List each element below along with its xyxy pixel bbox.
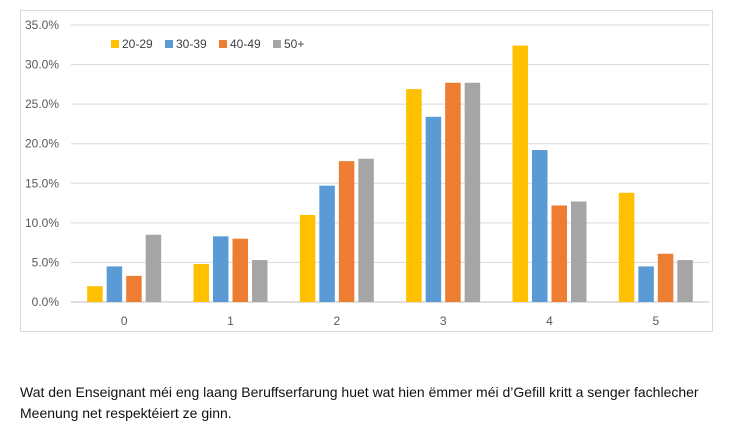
bar (299, 214, 316, 302)
legend-swatch (111, 40, 119, 48)
y-tick-label: 35.0% (25, 18, 59, 32)
bar (532, 150, 548, 302)
bar (618, 192, 635, 302)
x-tick-label: 2 (333, 314, 340, 328)
y-tick-label: 25.0% (25, 97, 59, 111)
legend-label: 50+ (284, 37, 304, 51)
bar (252, 260, 268, 302)
bar (87, 286, 103, 302)
x-tick-label: 0 (121, 314, 128, 328)
y-tick-label: 15.0% (25, 176, 59, 190)
legend-swatch (165, 40, 173, 48)
y-tick-label: 0.0% (32, 295, 60, 309)
legend-label: 20-29 (122, 37, 153, 51)
legend-label: 30-39 (176, 37, 207, 51)
bar (232, 238, 248, 302)
chart-caption: Wat den Enseignant méi eng laang Beruffs… (20, 384, 699, 421)
bar (464, 82, 481, 302)
bar (571, 201, 587, 302)
legend-swatch (273, 40, 281, 48)
bar (145, 234, 162, 302)
x-tick-label: 3 (440, 314, 447, 328)
y-tick-label: 10.0% (25, 216, 59, 230)
bar (657, 253, 674, 302)
y-tick-label: 5.0% (32, 255, 60, 269)
bar (406, 89, 422, 302)
bar (638, 266, 654, 302)
x-tick-label: 4 (546, 314, 553, 328)
bar (551, 205, 567, 302)
bar (425, 116, 442, 302)
chart-frame: 0.0% 5.0% 10.0% 15.0% 20.0% 25.0% 30.0% 35.0% 0 1… (20, 10, 713, 332)
bar (126, 275, 142, 302)
bar (213, 236, 229, 302)
legend-label: 40-49 (230, 37, 261, 51)
bar (445, 82, 461, 302)
legend-swatch (219, 40, 227, 48)
bar (193, 264, 209, 302)
y-tick-label: 30.0% (25, 58, 59, 72)
bar (677, 260, 693, 302)
x-tick-label: 1 (227, 314, 234, 328)
bar-chart: 0.0% 5.0% 10.0% 15.0% 20.0% 25.0% 30.0% 35.0% 0 1… (25, 18, 709, 328)
bar (358, 158, 374, 302)
y-tick-label: 20.0% (25, 137, 59, 151)
bar (338, 161, 355, 302)
bar (106, 266, 123, 302)
x-tick-label: 5 (652, 314, 659, 328)
bar (512, 45, 528, 302)
bar (319, 185, 335, 302)
